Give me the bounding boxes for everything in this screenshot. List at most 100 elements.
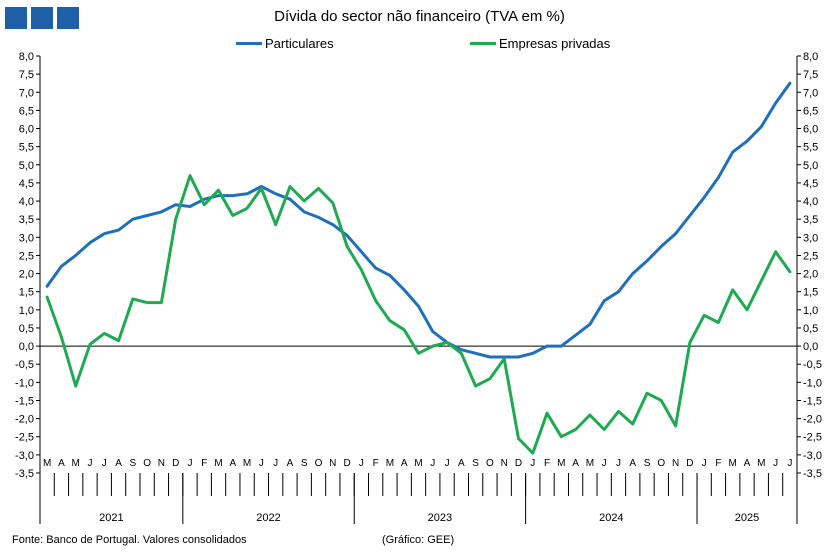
data-point-empresas-privadas: [731, 288, 734, 292]
y-tick-label-right: 5,0: [803, 160, 818, 172]
month-label: D: [515, 458, 522, 469]
data-point-particulares: [588, 323, 592, 326]
month-label: D: [343, 458, 350, 469]
data-point-empresas-privadas: [488, 377, 492, 380]
data-point-empresas-privadas: [145, 301, 149, 304]
data-point-empresas-privadas: [760, 279, 763, 283]
year-label-2025: 2025: [735, 512, 759, 524]
data-point-empresas-privadas: [674, 424, 677, 428]
month-label: J: [259, 458, 264, 469]
data-point-empresas-privadas: [345, 245, 349, 248]
data-point-empresas-privadas: [474, 384, 477, 388]
month-label: A: [401, 458, 408, 469]
month-label: N: [158, 458, 165, 469]
y-tick-label-right: -1,5: [803, 395, 822, 407]
y-tick-label-left: 1,5: [19, 287, 34, 299]
y-tick-label-right: 0,5: [803, 323, 818, 335]
logo-square-3: [57, 7, 79, 29]
data-point-empresas-privadas: [103, 332, 106, 335]
data-point-empresas-privadas: [160, 301, 163, 304]
year-label-2021: 2021: [99, 512, 123, 524]
data-point-particulares: [360, 250, 363, 254]
data-point-particulares: [288, 198, 292, 201]
data-point-particulares: [517, 355, 520, 359]
month-label: O: [143, 458, 151, 469]
data-point-particulares: [131, 217, 135, 221]
y-tick-label-left: 1,0: [19, 305, 34, 317]
month-label: S: [472, 458, 479, 469]
month-label: D: [686, 458, 693, 469]
data-point-particulares: [145, 214, 149, 217]
legend-swatch-empresas: [470, 42, 496, 45]
y-tick-label-right: 3,0: [803, 232, 818, 244]
data-point-particulares: [160, 210, 163, 214]
y-tick-label-right: -2,0: [803, 414, 822, 426]
month-label: A: [572, 458, 579, 469]
data-point-particulares: [103, 232, 106, 235]
data-point-empresas-privadas: [645, 392, 649, 395]
data-point-empresas-privadas: [702, 314, 706, 317]
data-point-empresas-privadas: [617, 410, 620, 413]
data-point-particulares: [731, 150, 734, 154]
y-tick-label-left: 3,0: [19, 232, 34, 244]
y-tick-label-left: 6,5: [19, 105, 34, 117]
data-point-particulares: [274, 192, 277, 195]
data-point-particulares: [217, 194, 220, 197]
y-tick-label-left: -2,5: [15, 432, 34, 444]
y-tick-label-right: -1,0: [803, 377, 822, 389]
data-point-particulares: [317, 216, 320, 219]
month-label: J: [773, 458, 778, 469]
y-tick-label-right: 6,0: [803, 124, 818, 136]
data-point-particulares: [245, 192, 249, 195]
data-point-empresas-privadas: [303, 199, 306, 203]
data-point-empresas-privadas: [188, 174, 192, 177]
data-point-particulares: [460, 348, 463, 351]
month-label: M: [557, 458, 565, 469]
y-tick-label-right: 0,0: [803, 341, 818, 353]
data-point-empresas-privadas: [745, 308, 749, 312]
month-label: M: [72, 458, 80, 469]
month-label: F: [201, 458, 207, 469]
data-point-empresas-privadas: [117, 339, 120, 342]
y-tick-label-left: -3,5: [15, 468, 34, 480]
data-point-particulares: [45, 285, 49, 288]
data-point-empresas-privadas: [331, 201, 335, 205]
month-label: A: [629, 458, 636, 469]
data-point-particulares: [117, 228, 120, 232]
y-tick-label-right: 4,0: [803, 196, 818, 208]
data-point-particulares: [88, 241, 92, 244]
data-point-particulares: [203, 198, 206, 201]
y-tick-label-left: 2,0: [19, 269, 34, 281]
month-label: M: [243, 458, 251, 469]
month-label: F: [544, 458, 550, 469]
data-point-particulares: [688, 214, 692, 217]
data-point-particulares: [645, 259, 649, 263]
y-tick-label-left: 4,5: [19, 178, 34, 190]
y-tick-label-right: 8,0: [803, 51, 818, 63]
data-point-empresas-privadas: [245, 207, 249, 210]
y-tick-label-right: 1,5: [803, 287, 818, 299]
data-point-particulares: [74, 254, 77, 257]
logo-square-2: [31, 7, 53, 29]
month-label: J: [430, 458, 435, 469]
month-label: J: [787, 458, 792, 469]
month-label: O: [486, 458, 494, 469]
legend-item-particulares: Particulares: [236, 36, 334, 51]
data-point-empresas-privadas: [60, 335, 63, 339]
y-tick-label-right: 3,5: [803, 214, 818, 226]
month-label: M: [386, 458, 394, 469]
data-point-empresas-privadas: [688, 341, 692, 344]
month-label: M: [757, 458, 765, 469]
y-tick-label-right: 7,0: [803, 87, 818, 99]
legend-swatch-particulares: [236, 42, 262, 45]
month-label: F: [715, 458, 721, 469]
y-tick-label-right: 6,5: [803, 105, 818, 117]
data-point-empresas-privadas: [774, 250, 777, 254]
y-tick-label-right: 2,5: [803, 250, 818, 262]
y-tick-label-left: -3,0: [15, 450, 34, 462]
data-point-empresas-privadas: [502, 357, 506, 360]
data-point-empresas-privadas: [445, 341, 449, 344]
month-label: J: [616, 458, 621, 469]
y-tick-label-left: 7,0: [19, 87, 34, 99]
data-point-particulares: [760, 125, 763, 128]
